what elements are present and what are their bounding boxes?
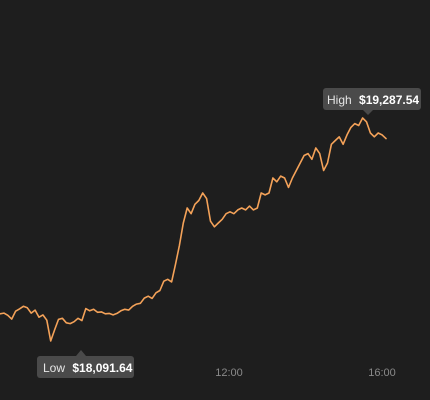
high-tooltip-box [323,88,421,110]
x-axis-ticks: 12:00 16:00 [215,367,396,379]
high-annotation: High $19,287.54 [323,88,421,115]
low-annotation: Low $18,091.64 [37,350,134,378]
low-tooltip-text: Low $18,091.64 [43,361,133,375]
low-value: $18,091.64 [72,361,132,375]
x-tick-label: 12:00 [215,367,243,379]
x-tick-label: 16:00 [368,367,396,379]
high-tooltip-text: High $19,287.54 [327,93,419,107]
price-series-line [0,117,387,342]
low-tooltip-box [37,356,134,378]
low-tooltip-pointer [76,350,86,356]
high-tooltip-pointer [363,110,373,115]
high-value: $19,287.54 [359,93,419,107]
low-label: Low [43,361,65,375]
high-label: High [327,93,352,107]
